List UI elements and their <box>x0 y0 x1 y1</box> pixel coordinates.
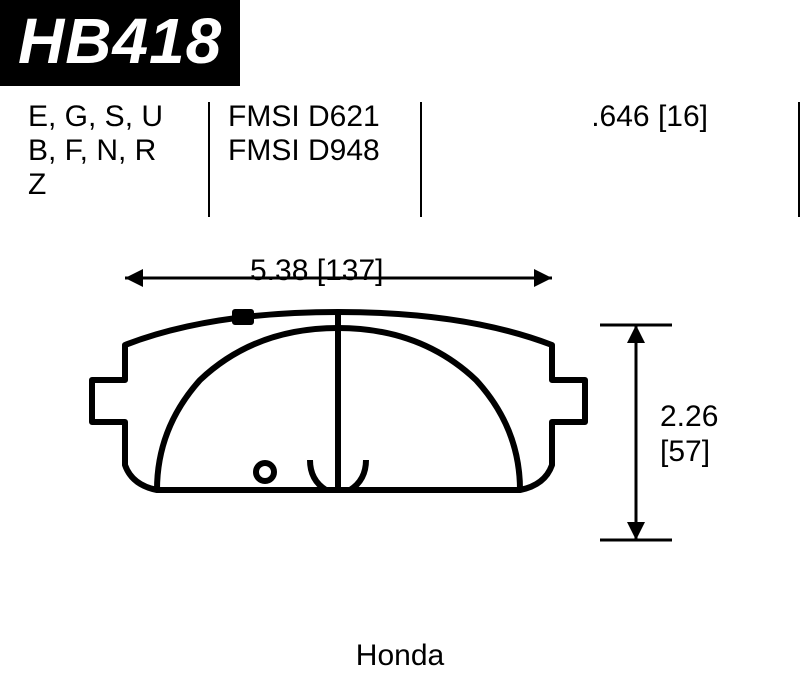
thickness-in: .646 <box>591 100 649 133</box>
compound-codes: E, G, S, U B, F, N, R Z <box>28 100 208 202</box>
diagram-area: 5.38 [137] 2.26 [57] <box>0 240 800 660</box>
compound-line: E, G, S, U <box>28 100 190 134</box>
width-dim-label: 5.38 [137] <box>250 254 383 288</box>
fmsi-codes: FMSI D621 FMSI D948 <box>210 100 420 168</box>
brand-label: Honda <box>0 639 800 673</box>
compound-line: Z <box>28 168 190 202</box>
fmsi-line: FMSI D948 <box>228 134 402 168</box>
part-number-text: HB418 <box>18 5 222 77</box>
compound-line: B, F, N, R <box>28 134 190 168</box>
fmsi-line: FMSI D621 <box>228 100 402 134</box>
width-in: 5.38 <box>250 254 308 287</box>
brake-pad-outline <box>92 312 585 490</box>
spec-row: E, G, S, U B, F, N, R Z FMSI D621 FMSI D… <box>0 86 800 217</box>
part-number-header: HB418 <box>0 0 240 86</box>
brand-text: Honda <box>356 639 444 672</box>
height-mm: [57] <box>660 435 718 470</box>
height-dim-label: 2.26 [57] <box>660 400 718 469</box>
thickness-spec: .646 [16] <box>422 100 798 134</box>
thickness-mm: [16] <box>658 100 708 133</box>
height-in: 2.26 <box>660 400 718 435</box>
width-mm: [137] <box>317 254 384 287</box>
